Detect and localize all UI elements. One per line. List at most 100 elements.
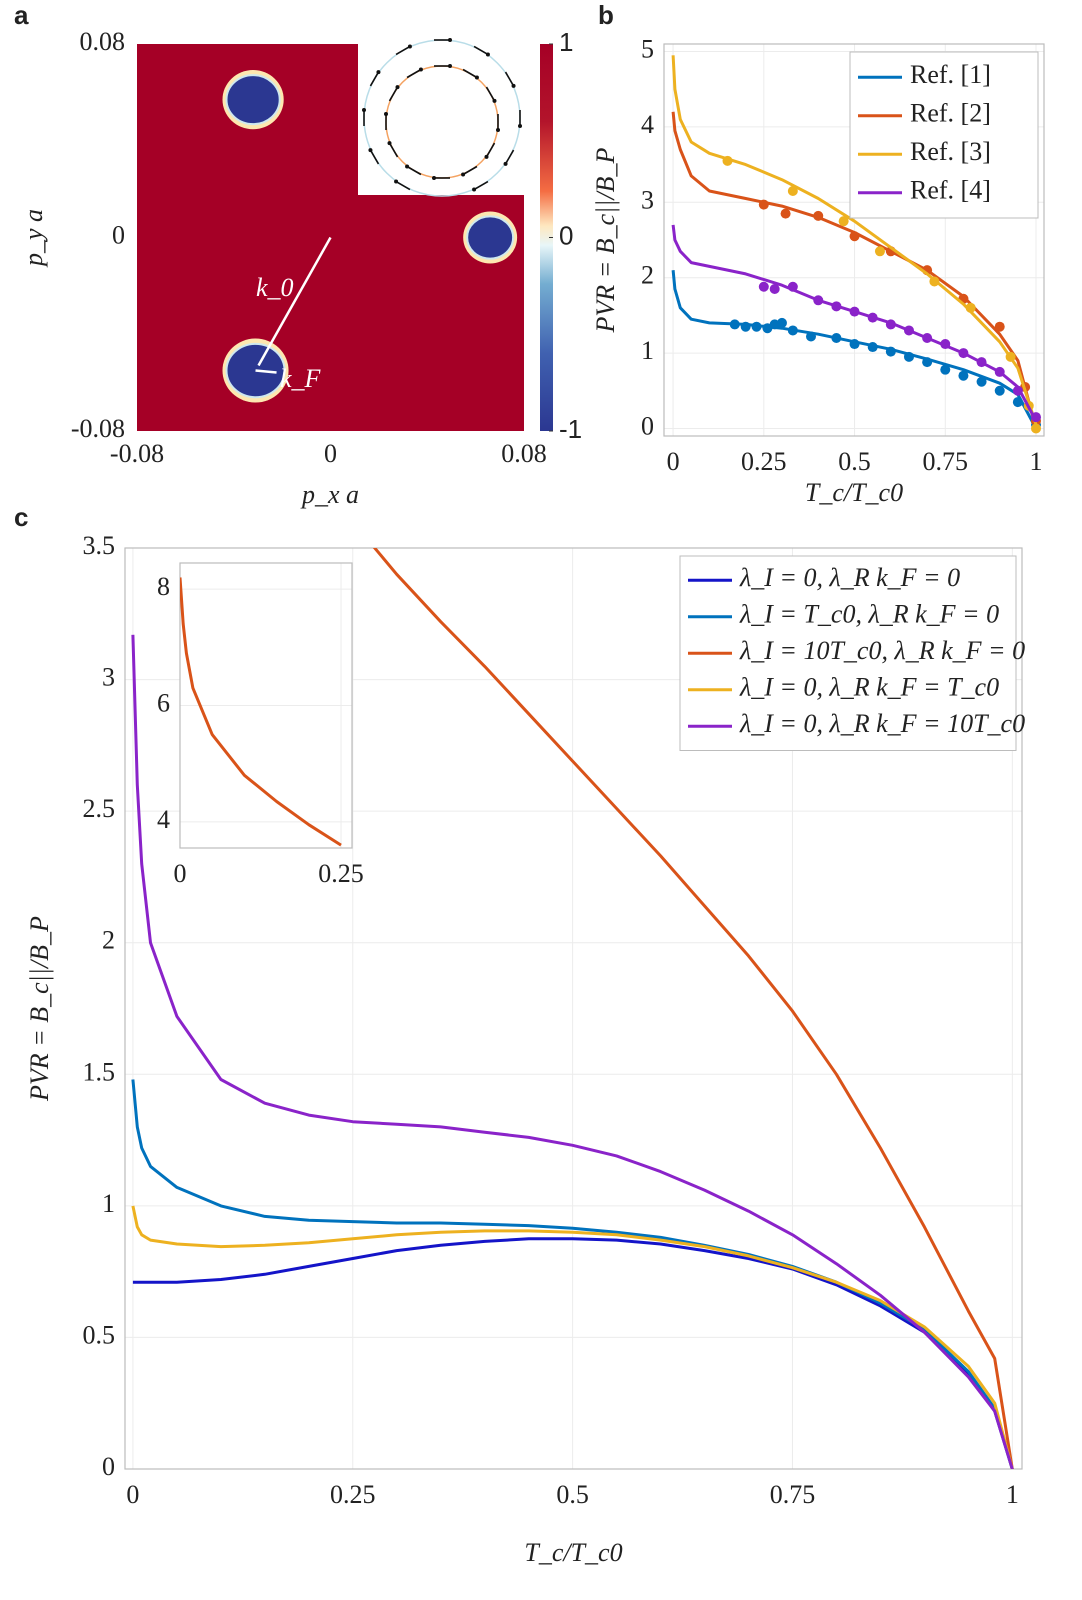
x-tick-label: 0.75 bbox=[923, 447, 969, 476]
y-tick-label: 2 bbox=[102, 926, 115, 955]
data-point bbox=[885, 346, 896, 357]
spin-arrow-head bbox=[405, 164, 410, 169]
panel-label: c bbox=[14, 502, 28, 532]
data-point bbox=[958, 370, 969, 381]
y-axis-label: p_y a bbox=[19, 209, 48, 268]
y-tick-label: 4 bbox=[641, 110, 654, 139]
data-point bbox=[813, 210, 824, 221]
series-line bbox=[671, 55, 1038, 426]
spin-arrow bbox=[369, 71, 380, 87]
panel-label: b bbox=[598, 0, 614, 30]
data-point bbox=[994, 366, 1005, 377]
data-point bbox=[965, 302, 976, 313]
data-point bbox=[787, 186, 798, 196]
spin-arrow bbox=[473, 180, 489, 191]
data-point bbox=[838, 216, 849, 227]
x-axis-label: T_c/T_c0 bbox=[524, 1538, 622, 1567]
data-point bbox=[849, 339, 860, 350]
legend-label: Ref. [3] bbox=[910, 137, 991, 166]
y-tick-label: 8 bbox=[157, 572, 170, 601]
spin-arrow-head bbox=[474, 75, 479, 80]
spin-arrow bbox=[406, 68, 422, 79]
spin-arrow bbox=[485, 142, 496, 158]
data-point bbox=[867, 342, 878, 353]
data-point bbox=[1005, 351, 1016, 362]
data-point bbox=[922, 333, 933, 343]
y-tick-label: 3 bbox=[102, 663, 115, 692]
spin-arrow-head bbox=[448, 38, 452, 42]
spin-arrow bbox=[388, 142, 399, 158]
y-tick-label: 1.5 bbox=[83, 1057, 116, 1086]
spin-arrow-head bbox=[387, 141, 392, 146]
data-point bbox=[994, 385, 1005, 396]
data-point bbox=[940, 364, 951, 375]
spin-arrow-head bbox=[518, 124, 522, 128]
spin-arrow bbox=[473, 45, 489, 56]
data-point bbox=[874, 246, 885, 257]
data-point bbox=[805, 331, 816, 342]
data-point bbox=[1031, 423, 1042, 434]
series-group bbox=[671, 55, 1042, 434]
data-point bbox=[776, 317, 787, 328]
spin-arrow bbox=[462, 165, 478, 176]
data-point bbox=[929, 276, 940, 287]
legend-box bbox=[679, 555, 1017, 751]
legend-label: λ_I = 10T_c0, λ_R k_F = 0 bbox=[739, 636, 1025, 665]
x-tick-label: 0 bbox=[324, 439, 337, 468]
spin-texture-inset bbox=[358, 38, 528, 197]
spin-arrow-head bbox=[484, 154, 489, 159]
legend-label: λ_I = 0, λ_R k_F = 0 bbox=[739, 563, 960, 592]
spin-arrow bbox=[406, 165, 422, 176]
x-tick-label: 0.5 bbox=[556, 1480, 589, 1509]
spin-arrow bbox=[462, 68, 478, 79]
spin-arrow-head bbox=[492, 98, 497, 103]
spin-arrow bbox=[485, 86, 496, 102]
spin-arrow-head bbox=[496, 128, 500, 132]
y-tick-label: 5 bbox=[641, 35, 654, 64]
data-point bbox=[769, 284, 780, 294]
spin-arrow-head bbox=[511, 83, 516, 88]
data-point bbox=[758, 281, 769, 292]
data-point bbox=[1012, 385, 1023, 396]
data-point bbox=[813, 295, 824, 306]
x-tick-label: -0.08 bbox=[110, 439, 164, 468]
data-point bbox=[722, 155, 733, 166]
y-tick-label: 1 bbox=[102, 1189, 115, 1218]
series-line bbox=[132, 1237, 1014, 1469]
data-point bbox=[758, 199, 769, 210]
x-tick-label: 0.75 bbox=[770, 1480, 816, 1509]
spin-arrow-head bbox=[503, 161, 508, 166]
legend-label: Ref. [2] bbox=[910, 99, 991, 128]
data-point bbox=[1031, 412, 1042, 423]
spin-arrow-head bbox=[368, 148, 373, 153]
spin-arrow-head bbox=[362, 108, 366, 112]
series-group bbox=[131, 548, 1014, 1469]
data-point bbox=[976, 376, 987, 387]
spin-arrow-head bbox=[394, 179, 399, 184]
spin-arrow bbox=[395, 180, 411, 191]
series-line bbox=[180, 577, 342, 847]
data-point bbox=[849, 306, 860, 317]
y-tick-label: 3 bbox=[641, 185, 654, 214]
y-tick-label: 4 bbox=[157, 805, 170, 834]
data-point bbox=[903, 351, 914, 362]
legend-label: Ref. [4] bbox=[910, 176, 991, 205]
x-axis-label: T_c/T_c0 bbox=[805, 478, 903, 507]
colorbar-tick-label: 0 bbox=[559, 220, 573, 250]
kF-arrow bbox=[255, 369, 277, 374]
x-tick-label: 1 bbox=[1030, 447, 1043, 476]
x-tick-label: 0.5 bbox=[838, 447, 871, 476]
pocket bbox=[225, 74, 281, 126]
data-point bbox=[958, 348, 969, 359]
y-tick-label: 0.5 bbox=[83, 1320, 116, 1349]
y-tick-label: 2 bbox=[641, 261, 654, 290]
x-tick-label: 1 bbox=[1006, 1480, 1019, 1509]
data-point bbox=[849, 231, 860, 242]
x-tick-label: 0.25 bbox=[741, 447, 787, 476]
legend-label: λ_I = T_c0, λ_R k_F = 0 bbox=[739, 600, 999, 629]
colorbar-tick-label: -1 bbox=[559, 414, 582, 444]
data-point bbox=[885, 319, 896, 330]
series-line bbox=[671, 270, 1038, 430]
y-axis-label: PVR = B_c||/B_P bbox=[591, 147, 620, 333]
